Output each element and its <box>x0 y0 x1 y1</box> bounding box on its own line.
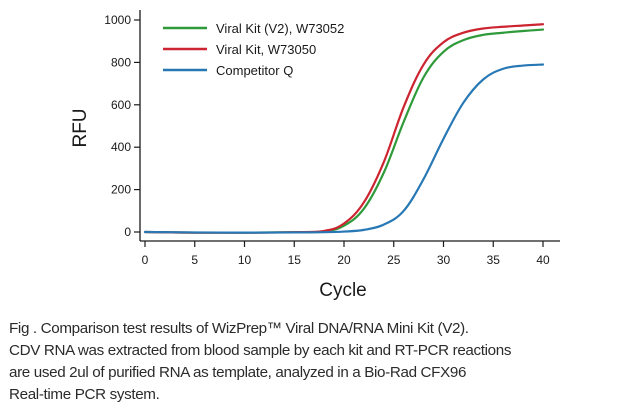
x-tick-label: 10 <box>238 253 252 267</box>
chart-legend: Viral Kit (V2), W73052 Viral Kit, W73050 C… <box>163 21 344 78</box>
x-axis-ticks: 0 5 10 15 20 25 30 35 40 <box>142 241 550 267</box>
y-tick-label: 200 <box>111 183 131 197</box>
y-tick-label: 800 <box>111 55 131 69</box>
caption-line: are used 2ul of purified RNA as template… <box>9 364 467 381</box>
legend-label: Viral Kit, W73050 <box>216 42 316 57</box>
legend-label: Competitor Q <box>216 63 293 78</box>
caption-line: Real-time PCR system. <box>9 386 160 403</box>
y-tick-label: 1000 <box>104 13 131 27</box>
series-line-3 <box>143 63 545 234</box>
caption-line: CDV RNA was extracted from blood sample … <box>9 342 512 359</box>
x-tick-label: 15 <box>288 253 302 267</box>
series-layer <box>143 23 545 234</box>
y-tick-label: 400 <box>111 140 131 154</box>
y-tick-label: 600 <box>111 98 131 112</box>
x-tick-label: 25 <box>387 253 401 267</box>
x-tick-label: 0 <box>142 253 149 267</box>
legend-label: Viral Kit (V2), W73052 <box>216 21 344 36</box>
chart-canvas: 0 200 400 600 800 1000 0 5 10 15 20 25 30 35 40 Viral… <box>70 10 560 301</box>
rt-pcr-amplification-chart: 0 200 400 600 800 1000 0 5 10 15 20 25 30 35 40 Viral… <box>70 10 560 301</box>
series-line-1 <box>143 28 545 234</box>
x-tick-label: 5 <box>191 253 198 267</box>
x-tick-label: 40 <box>536 253 550 267</box>
y-axis-ticks: 0 200 400 600 800 1000 <box>104 13 140 239</box>
plot-frame <box>139 10 560 242</box>
y-tick-label: 0 <box>124 225 131 239</box>
y-axis-title: RFU <box>70 108 91 147</box>
x-tick-label: 35 <box>487 253 501 267</box>
x-axis-title: Cycle <box>319 280 367 301</box>
series-line-2 <box>143 23 545 234</box>
caption-line: Fig . Comparison test results of WizPrep… <box>9 320 469 337</box>
figure-caption: Fig . Comparison test results of WizPrep… <box>9 318 631 406</box>
x-tick-label: 30 <box>437 253 451 267</box>
x-tick-label: 20 <box>337 253 351 267</box>
